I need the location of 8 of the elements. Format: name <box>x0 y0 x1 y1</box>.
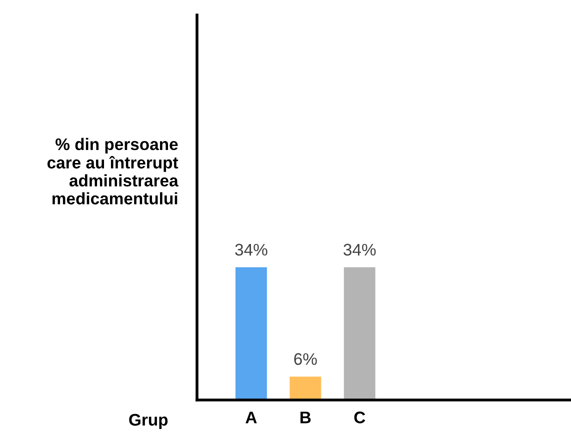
x-tick-label: B <box>300 412 311 424</box>
data-label: 34% <box>235 244 268 256</box>
x-axis-title: Grup <box>129 414 168 430</box>
y-axis-title: % din persoane care au întrerupt administrarea medicamentului <box>47 138 178 204</box>
data-label: 34% <box>344 244 376 256</box>
x-tick-label: A <box>246 412 257 424</box>
data-label: 6% <box>294 353 317 365</box>
x-tick-label: C <box>354 412 366 424</box>
